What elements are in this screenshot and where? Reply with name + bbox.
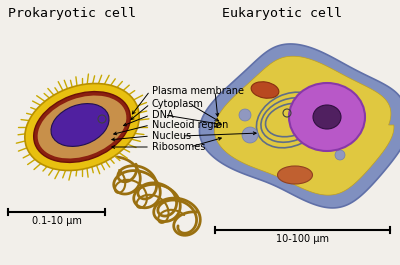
Circle shape [343,136,351,144]
Text: DNA: DNA [152,110,174,120]
Ellipse shape [51,104,109,146]
Circle shape [335,150,345,160]
Text: Nucleus: Nucleus [152,131,191,141]
Text: Plasma membrane: Plasma membrane [152,86,244,96]
Ellipse shape [38,96,126,158]
Text: Eukaryotic cell: Eukaryotic cell [222,7,342,20]
Text: Nucleoid region: Nucleoid region [152,120,228,130]
Polygon shape [214,56,394,195]
Circle shape [239,109,251,121]
Polygon shape [200,44,400,208]
Ellipse shape [289,83,365,151]
Text: 10-100 μm: 10-100 μm [276,234,329,244]
Text: Ribosomes: Ribosomes [152,142,205,152]
Text: Prokaryotic cell: Prokaryotic cell [8,7,136,20]
Text: 0.1-10 μm: 0.1-10 μm [32,216,82,226]
Ellipse shape [25,83,139,170]
Ellipse shape [278,166,312,184]
Text: Cytoplasm: Cytoplasm [152,99,204,109]
Circle shape [242,127,258,143]
Ellipse shape [251,82,279,98]
Ellipse shape [313,105,341,129]
Ellipse shape [34,92,130,162]
